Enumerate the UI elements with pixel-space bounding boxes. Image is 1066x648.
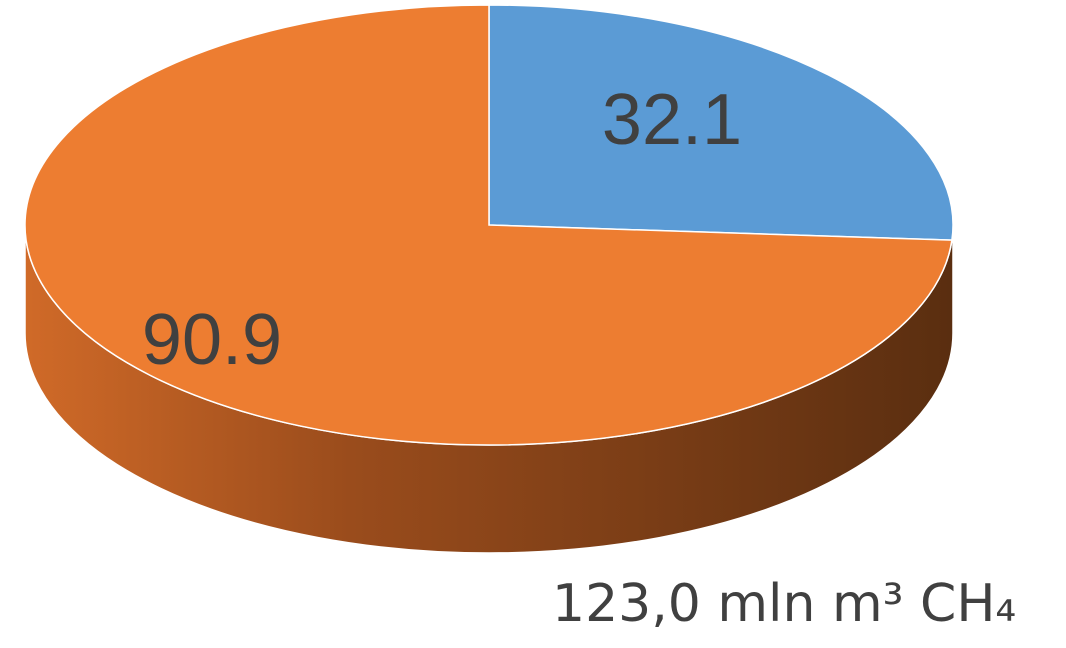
total-caption: 123,0 mln m³ CH₄: [552, 574, 1017, 634]
pie-slice-1: [24, 4, 953, 446]
pie-labels: 32.1 90.9: [142, 80, 742, 380]
pie-top: [24, 4, 954, 446]
slice-label-0: 32.1: [602, 80, 742, 160]
pie-slice-0: [488, 4, 954, 241]
slice-label-1: 90.9: [142, 300, 282, 380]
